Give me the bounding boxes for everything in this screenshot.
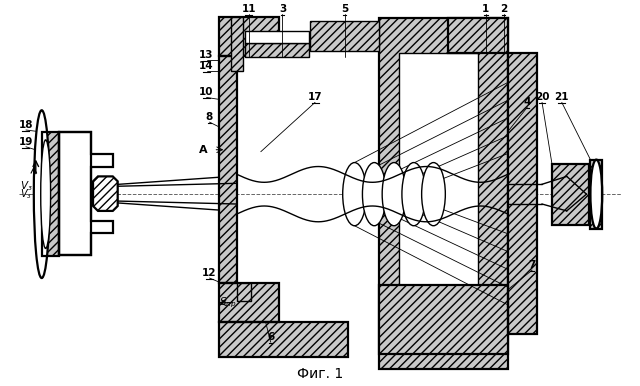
Bar <box>220 17 278 56</box>
Bar <box>237 283 251 301</box>
Text: $S_{пр}$: $S_{пр}$ <box>218 296 236 310</box>
Text: 4: 4 <box>524 97 531 107</box>
Text: 2: 2 <box>500 3 507 14</box>
Bar <box>380 285 508 354</box>
Bar <box>245 43 309 57</box>
Bar <box>237 283 251 301</box>
Text: 6: 6 <box>267 332 275 342</box>
Bar <box>42 132 60 256</box>
Bar <box>60 132 91 255</box>
Text: $V_з$: $V_з$ <box>20 179 32 193</box>
Ellipse shape <box>41 140 51 249</box>
Polygon shape <box>93 176 118 211</box>
Ellipse shape <box>422 163 445 226</box>
Bar <box>380 19 508 369</box>
Text: А: А <box>199 145 208 155</box>
Polygon shape <box>60 132 113 255</box>
Bar <box>508 53 537 334</box>
Text: 13: 13 <box>199 50 214 60</box>
Text: 3: 3 <box>279 3 286 14</box>
Ellipse shape <box>34 110 50 278</box>
Bar <box>552 164 589 225</box>
Text: 14: 14 <box>199 61 214 71</box>
Text: 21: 21 <box>554 92 569 102</box>
Ellipse shape <box>590 159 602 229</box>
Bar <box>590 159 602 229</box>
Text: $V_з$: $V_з$ <box>20 187 32 201</box>
Ellipse shape <box>342 163 366 226</box>
Text: 7: 7 <box>529 260 536 270</box>
Bar <box>310 22 380 51</box>
Text: 19: 19 <box>19 137 33 147</box>
Bar <box>60 132 91 255</box>
Bar <box>220 56 237 283</box>
Bar <box>245 31 309 43</box>
Text: Фиг. 1: Фиг. 1 <box>297 367 343 381</box>
Bar <box>42 132 60 256</box>
Ellipse shape <box>362 163 386 226</box>
Text: 18: 18 <box>19 120 33 130</box>
Bar <box>220 56 237 283</box>
Bar <box>220 322 348 357</box>
Bar <box>590 159 602 229</box>
Bar <box>231 17 243 71</box>
Bar <box>552 164 589 225</box>
Text: 5: 5 <box>341 3 348 14</box>
Text: 1: 1 <box>482 3 490 14</box>
Bar <box>310 22 380 51</box>
Bar <box>508 53 537 334</box>
Text: 11: 11 <box>242 3 256 14</box>
Bar <box>220 322 348 357</box>
Text: 20: 20 <box>535 92 549 102</box>
Text: 12: 12 <box>202 268 217 278</box>
Bar <box>448 19 508 53</box>
Bar <box>245 43 309 57</box>
Bar <box>380 285 508 354</box>
Bar <box>448 19 508 53</box>
Bar <box>380 19 508 369</box>
Text: 10: 10 <box>199 88 214 97</box>
Text: 8: 8 <box>206 112 213 122</box>
Ellipse shape <box>382 163 406 226</box>
Bar <box>399 53 478 334</box>
Bar <box>220 283 278 322</box>
Bar <box>220 17 278 56</box>
Bar <box>231 17 243 71</box>
Text: 17: 17 <box>308 92 323 102</box>
Ellipse shape <box>402 163 426 226</box>
Bar <box>220 283 278 322</box>
